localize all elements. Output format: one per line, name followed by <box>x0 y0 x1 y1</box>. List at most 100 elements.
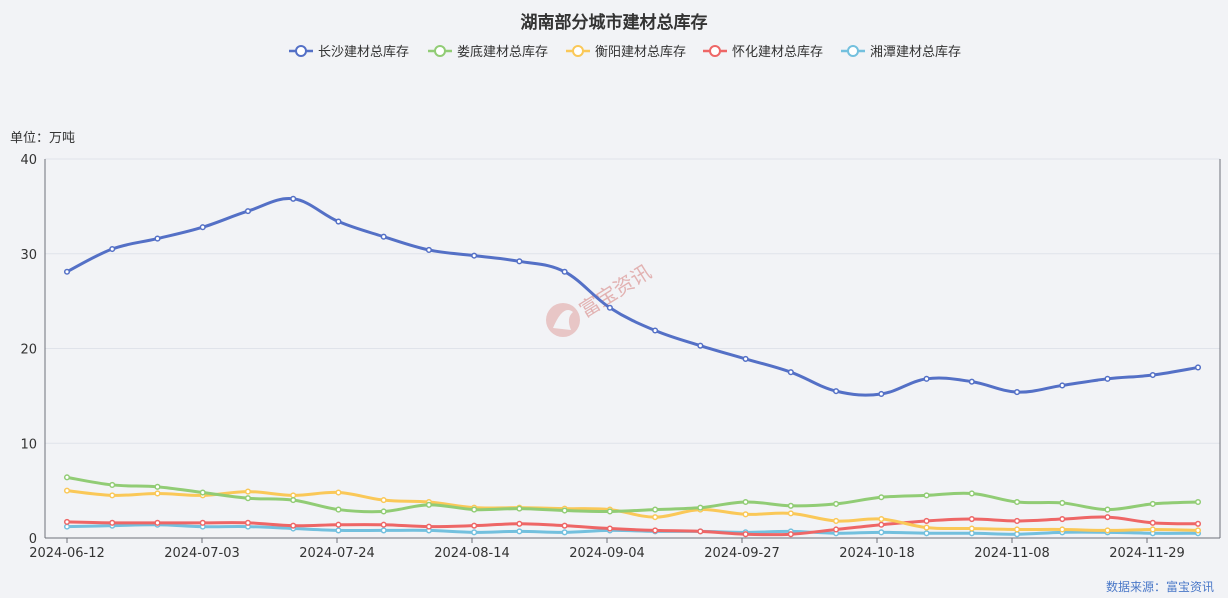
data-point[interactable] <box>425 501 432 508</box>
data-point[interactable] <box>63 487 71 494</box>
legend-item[interactable]: 长沙建材总库存 <box>289 44 409 60</box>
data-point[interactable] <box>833 517 840 524</box>
data-point[interactable] <box>652 327 659 334</box>
data-point[interactable] <box>833 526 840 533</box>
data-point[interactable] <box>923 530 930 537</box>
data-point[interactable] <box>1104 375 1111 382</box>
data-point[interactable] <box>968 530 975 537</box>
data-point[interactable] <box>154 235 161 242</box>
data-point[interactable] <box>923 524 930 531</box>
data-point[interactable] <box>471 506 478 513</box>
data-point[interactable] <box>471 252 478 259</box>
data-point[interactable] <box>63 474 71 481</box>
data-point[interactable] <box>697 342 704 349</box>
data-point[interactable] <box>697 528 704 535</box>
data-point[interactable] <box>471 529 478 536</box>
data-point[interactable] <box>561 268 568 275</box>
data-point[interactable] <box>606 508 613 515</box>
data-point[interactable] <box>697 504 704 511</box>
data-point[interactable] <box>1013 498 1021 506</box>
data-point[interactable] <box>742 355 749 362</box>
data-point[interactable] <box>516 505 523 512</box>
data-point[interactable] <box>968 378 975 385</box>
data-point[interactable] <box>380 497 387 504</box>
data-point[interactable] <box>1149 371 1156 379</box>
data-point[interactable] <box>244 519 252 526</box>
data-point[interactable] <box>1194 520 1202 527</box>
data-point[interactable] <box>1059 516 1066 523</box>
data-point[interactable] <box>109 519 116 526</box>
data-point[interactable] <box>652 514 659 521</box>
data-point[interactable] <box>833 500 840 507</box>
data-point[interactable] <box>742 511 749 518</box>
data-point[interactable] <box>923 492 930 499</box>
data-point[interactable] <box>1194 527 1202 534</box>
data-point[interactable] <box>787 502 794 509</box>
data-point[interactable] <box>1149 519 1156 526</box>
data-point[interactable] <box>1013 517 1021 524</box>
data-point[interactable] <box>968 516 975 523</box>
data-point[interactable] <box>109 481 116 488</box>
data-point[interactable] <box>561 522 568 529</box>
data-point[interactable] <box>1013 389 1021 396</box>
data-point[interactable] <box>109 492 116 499</box>
data-point[interactable] <box>335 218 342 225</box>
data-point[interactable] <box>471 522 478 529</box>
data-point[interactable] <box>199 519 206 526</box>
data-point[interactable] <box>878 390 885 398</box>
data-point[interactable] <box>1149 526 1156 533</box>
data-point[interactable] <box>109 245 116 253</box>
legend-item[interactable]: 衡阳建材总库存 <box>566 44 686 60</box>
legend-item[interactable]: 娄底建材总库存 <box>428 44 548 60</box>
data-point[interactable] <box>742 498 749 506</box>
data-point[interactable] <box>606 304 613 311</box>
data-point[interactable] <box>561 529 568 536</box>
data-point[interactable] <box>1013 531 1021 538</box>
data-point[interactable] <box>199 489 206 496</box>
data-point[interactable] <box>380 521 387 528</box>
data-point[interactable] <box>787 510 794 517</box>
data-point[interactable] <box>787 531 794 538</box>
data-point[interactable] <box>787 369 794 376</box>
data-point[interactable] <box>742 531 749 538</box>
legend-item[interactable]: 怀化建材总库存 <box>703 44 823 60</box>
data-point[interactable] <box>923 375 930 382</box>
data-point[interactable] <box>1194 498 1202 506</box>
data-point[interactable] <box>335 521 342 528</box>
data-point[interactable] <box>425 523 432 530</box>
data-point[interactable] <box>1059 499 1066 506</box>
data-point[interactable] <box>516 528 523 535</box>
data-point[interactable] <box>652 527 659 534</box>
data-point[interactable] <box>516 520 523 527</box>
data-point[interactable] <box>833 388 840 395</box>
data-point[interactable] <box>923 517 930 524</box>
data-point[interactable] <box>154 490 161 497</box>
data-point[interactable] <box>63 523 71 530</box>
data-point[interactable] <box>244 495 252 502</box>
data-point[interactable] <box>878 516 885 523</box>
data-point[interactable] <box>561 507 568 514</box>
data-point[interactable] <box>290 522 297 529</box>
data-point[interactable] <box>878 494 885 501</box>
data-point[interactable] <box>335 506 342 513</box>
data-point[interactable] <box>1104 527 1111 534</box>
data-point[interactable] <box>380 508 387 515</box>
data-point[interactable] <box>335 527 342 534</box>
data-point[interactable] <box>425 246 432 254</box>
data-point[interactable] <box>380 527 387 534</box>
data-point[interactable] <box>878 521 885 528</box>
data-point[interactable] <box>1059 382 1066 389</box>
data-point[interactable] <box>290 492 297 499</box>
data-point[interactable] <box>1149 500 1156 507</box>
data-point[interactable] <box>1013 526 1021 533</box>
data-point[interactable] <box>380 233 387 240</box>
data-point[interactable] <box>968 525 975 532</box>
data-point[interactable] <box>1104 506 1111 513</box>
data-point[interactable] <box>244 488 252 495</box>
data-point[interactable] <box>154 483 161 490</box>
data-point[interactable] <box>335 489 342 496</box>
data-point[interactable] <box>1194 364 1202 371</box>
data-point[interactable] <box>606 525 613 532</box>
data-point[interactable] <box>968 490 975 497</box>
data-point[interactable] <box>516 258 523 265</box>
